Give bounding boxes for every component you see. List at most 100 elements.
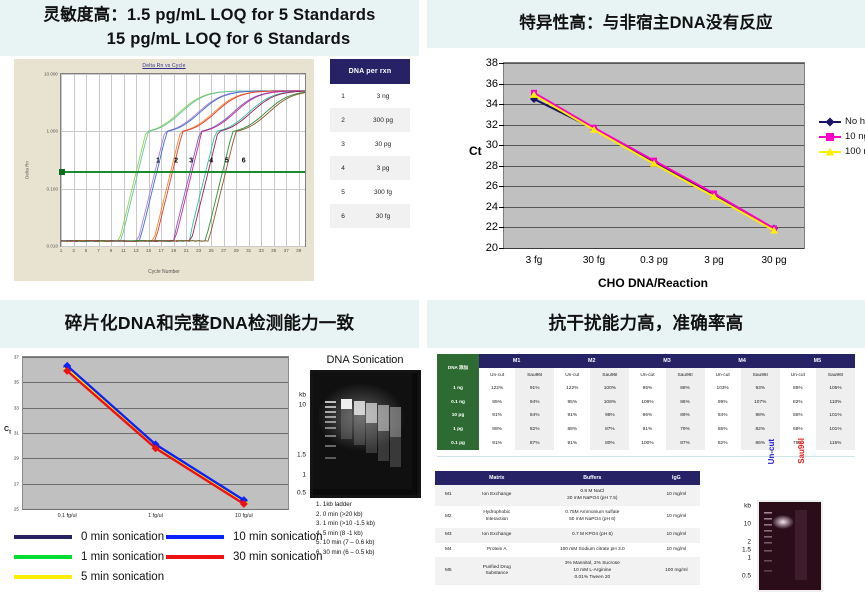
dna-row-amount: 3 pg: [356, 156, 410, 180]
x-tick-label: 31: [246, 248, 251, 253]
matrix-igg: 10 mg/ml: [653, 528, 700, 543]
digest-gel-image: [757, 500, 823, 592]
y-tick-label: 0.010: [47, 244, 59, 249]
legend-item: No human DNA: [819, 116, 865, 127]
x-tick-label: 0.3 pg: [640, 255, 668, 266]
recovery-cell: 89%: [666, 409, 705, 423]
gel-title: DNA Sonication: [300, 354, 430, 366]
x-tick-label: 19: [171, 248, 176, 253]
ct-legend: No human DNA10 ng human DNA100 ng human …: [819, 116, 865, 161]
legend-item: 0 min sonication: [14, 531, 164, 543]
table-row: 6 30 fg: [330, 204, 410, 228]
recovery-subcolumn-header: Sau96I: [666, 368, 705, 382]
dna-row-amount: 300 fg: [356, 180, 410, 204]
matrix-col-header: Buffers: [532, 471, 653, 485]
recovery-cell: 99%: [705, 396, 741, 410]
gel-kb-tick: kb: [288, 392, 306, 399]
digest-kb-tick: 0.5: [735, 573, 751, 580]
table-header-row: Matrix Buffers IgG: [435, 471, 700, 485]
recovery-row-label: 0.1 ng: [437, 396, 479, 410]
x-tick-label: 37: [284, 248, 289, 253]
y-tick-label: 22: [486, 221, 498, 233]
legend-swatch: [166, 535, 224, 539]
legend-swatch: [14, 535, 72, 539]
dna-row-index: 2: [330, 108, 356, 132]
recovery-cell: 100%: [590, 382, 629, 396]
recovery-cell: 93%: [741, 382, 780, 396]
table-row: 10 pg 91% 84% 91% 98% 96% 89% 84% 98% 86% 101%: [437, 409, 855, 423]
y-tick-label: 34: [486, 98, 498, 110]
fragmentation-y-axis-label: Ct: [4, 426, 11, 435]
table-row: 2 300 pg: [330, 108, 410, 132]
threshold-handle[interactable]: [59, 169, 65, 175]
slide-root: 灵敏度高：1.5 pg/mL LOQ for 5 Standards 15 pg…: [0, 0, 865, 596]
y-tick-label: 36: [486, 78, 498, 90]
recovery-subcolumn-header: Un-cut: [705, 368, 741, 382]
recovery-group-header: M4: [705, 354, 780, 368]
dna-row-index: 6: [330, 204, 356, 228]
table-row: 1 pg 88% 82% 88% 87% 91% 79% 85% 82% 68% 101%: [437, 423, 855, 437]
legend-item: 30 min sonication: [166, 551, 323, 563]
table-header-row: DNA 添加 M1 M2 M3 M4 M5: [437, 354, 855, 368]
x-tick-label: 1: [60, 248, 63, 253]
table-row: 13 ng: [330, 84, 410, 108]
recovery-cell: 84%: [705, 409, 741, 423]
sensitivity-title-line2: 15 pg/mL LOQ for 6 Standards: [44, 28, 376, 52]
grid-line: [61, 246, 305, 247]
table-row: 1 ng 122% 91% 122% 100% 95% 88% 103% 93% 85% 105%: [437, 382, 855, 396]
y-tick-label: 26: [486, 180, 498, 192]
matrix-igg: 10 mg/ml: [653, 506, 700, 527]
recovery-cell: 80%: [590, 436, 629, 450]
legend-column: 10 min sonication 30 min sonication: [166, 531, 323, 571]
ct-y-axis-label: Ct: [469, 144, 482, 158]
legend-item: 10 min sonication: [166, 531, 323, 543]
table-row: M3 Ion Exchange 0.7 M KPO4 (pH 6) 10 mg/ml: [435, 528, 700, 543]
dna-row-index: 4: [330, 156, 356, 180]
recovery-cell: 122%: [554, 382, 590, 396]
table-row: 0.1 ng 95% 94% 95% 108% 109% 86% 99% 107% 82% 110%: [437, 396, 855, 410]
ct-plot-area: 20 22 24 26 28 30 32 34 36 38 3 fg 30 fg 0.3 pg 3 pg 3…: [503, 62, 805, 249]
x-tick-label: 3 fg: [526, 255, 543, 266]
recovery-corner-label: DNA 添加: [437, 354, 479, 382]
recovery-cell: 84%: [515, 409, 554, 423]
sonication-gel-image: [310, 370, 421, 498]
gel-kb-tick: 1: [288, 472, 306, 479]
fragmentation-title: 碎片化DNA和完整DNA检测能力一致: [65, 311, 354, 336]
digest-kb-tick: 10: [735, 521, 751, 528]
recovery-cell: 86%: [780, 409, 816, 423]
x-tick-label: 35: [271, 248, 276, 253]
x-tick-label: 3 pg: [704, 255, 723, 266]
lane-label-uncut: Un-cut: [767, 439, 776, 464]
recovery-cell: 91%: [479, 409, 515, 423]
recovery-cell: 94%: [515, 396, 554, 410]
recovery-subcolumn-header: Un-cut: [479, 368, 515, 382]
sensitivity-title: 灵敏度高：1.5 pg/mL LOQ for 5 Standards 15 pg…: [44, 4, 376, 52]
matrix-buffer: 0.75M Ammonium sulfate 50 mM NaPO4 (pH 6): [532, 506, 653, 527]
x-tick-label: 1 fg/ul: [148, 513, 163, 519]
recovery-cell: 96%: [629, 409, 665, 423]
recovery-cell: 87%: [666, 436, 705, 450]
recovery-cell: 107%: [741, 396, 780, 410]
matrix-buffer: 0.7 M KPO4 (pH 6): [532, 528, 653, 543]
gel-lane-notes: 1. 1kb ladder 2. 0 min (>20 kb) 3. 1 min (…: [316, 500, 375, 558]
recovery-cell: 87%: [590, 423, 629, 437]
recovery-subcolumn-header: Sau96I: [515, 368, 554, 382]
curve-label: 1: [156, 158, 160, 165]
matrix-igg: 100 mg/ml: [653, 557, 700, 585]
dna-per-rxn-table: DNA per rxn 1 3 ng 2 300 pg 3 30 pg 4 3 pg 5 300 …: [330, 59, 410, 228]
grid-line: [23, 509, 288, 510]
recovery-cell: 88%: [479, 423, 515, 437]
recovery-cell: 95%: [554, 396, 590, 410]
recovery-cell: 86%: [666, 396, 705, 410]
matrix-name: Hydrophobic Interaction: [462, 506, 532, 527]
gel-lane-note: 4. 5 min (8 -1 kb): [316, 529, 375, 539]
threshold-line: [61, 171, 305, 173]
recovery-cell: 98%: [590, 409, 629, 423]
matrix-col-header: IgG: [653, 471, 700, 485]
y-tick-label: 27: [14, 481, 19, 486]
matrix-igg: 10 mg/ml: [653, 485, 700, 506]
recovery-subcolumn-header: Sau96I: [741, 368, 780, 382]
legend-marker: [826, 133, 834, 141]
recovery-cell: 79%: [666, 423, 705, 437]
x-tick-label: 17: [159, 248, 164, 253]
